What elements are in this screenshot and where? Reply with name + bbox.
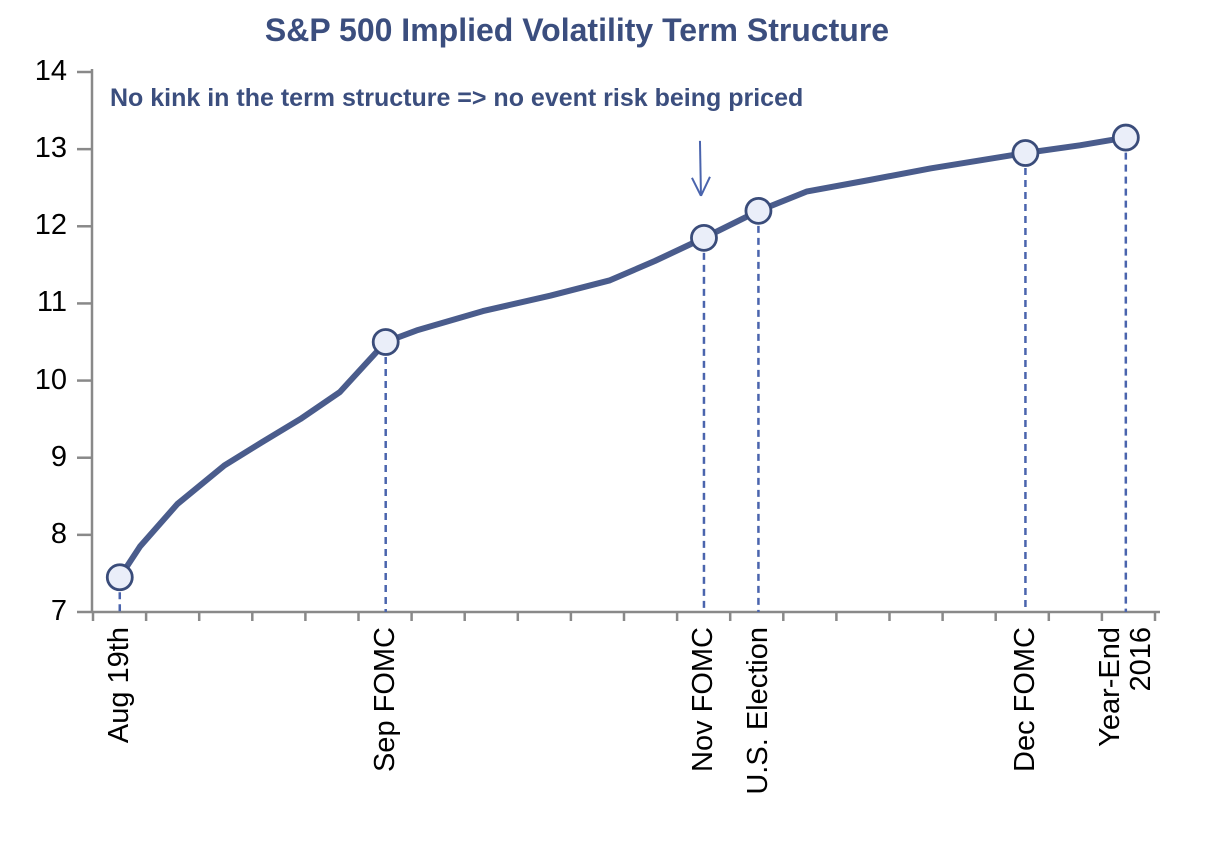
event-marker: [744, 196, 773, 225]
x-event-label: Nov FOMC: [687, 627, 720, 772]
x-event-label: Year-End 2016: [1093, 627, 1157, 747]
chart-title: S&P 500 Implied Volatility Term Structur…: [264, 12, 890, 48]
y-tick-label: 8: [50, 517, 67, 550]
x-event-label: Aug 19th: [103, 627, 136, 744]
volatility-curve: [116, 134, 1129, 581]
y-tick-label: 13: [34, 132, 67, 165]
down-arrow-icon: [700, 176, 711, 197]
y-tick-label: 7: [50, 595, 67, 627]
event-marker: [105, 563, 134, 592]
y-tick-label: 14: [34, 55, 67, 87]
chart-annotation: No kink in the term structure => no even…: [110, 84, 804, 112]
event-marker: [1011, 139, 1040, 167]
event-marker: [690, 223, 718, 252]
x-event-label: Dec FOMC: [1008, 627, 1041, 772]
event-marker: [1111, 123, 1140, 152]
x-event-label: Sep FOMC: [369, 627, 402, 773]
y-tick-label: 11: [36, 286, 67, 319]
y-tick-label: 9: [50, 440, 67, 473]
down-arrow-icon: [691, 177, 702, 197]
x-event-label: U.S. Election: [741, 627, 774, 795]
down-arrow-icon: [698, 140, 702, 196]
event-marker: [371, 328, 400, 356]
y-tick-label: 12: [34, 209, 67, 242]
y-tick-label: 10: [34, 363, 67, 396]
